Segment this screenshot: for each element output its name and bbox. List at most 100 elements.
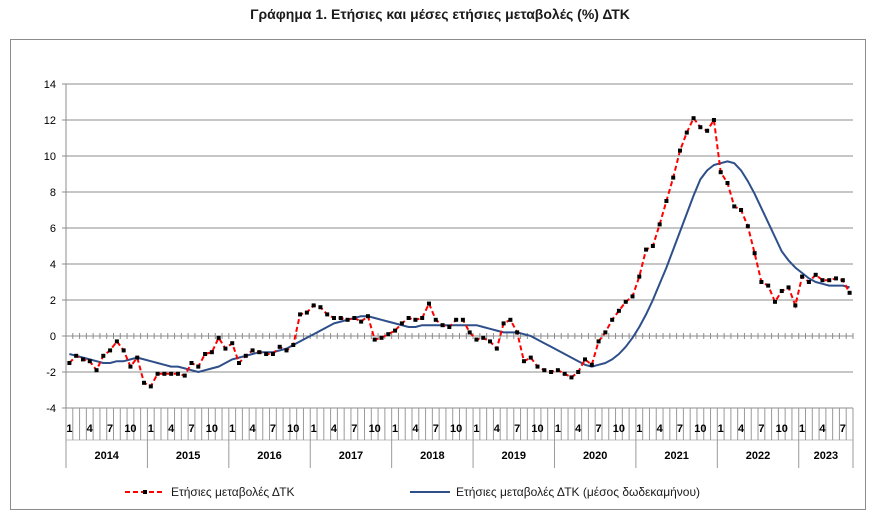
data-point-annual [304,310,309,315]
data-point-annual [657,222,662,227]
data-point-annual [359,319,364,324]
data-point-annual [386,332,391,337]
year-label: 2015 [176,450,200,462]
data-point-annual [338,316,343,320]
x-tick-label: 10 [287,423,299,435]
data-point-annual [121,348,126,353]
data-point-annual [426,301,431,306]
data-point-annual [481,335,486,340]
x-tick-label: 4 [494,423,501,435]
data-point-annual [766,283,771,288]
data-point-annual [264,352,269,356]
data-point-annual [705,128,710,133]
data-point-annual [243,353,248,358]
year-label: 2014 [94,450,119,462]
data-point-annual [542,368,547,373]
data-point-annual [447,325,452,329]
data-point-annual [555,368,560,373]
year-label: 2018 [420,450,444,462]
data-point-annual [277,344,282,349]
x-tick-label: 10 [369,423,381,435]
data-point-annual [189,361,194,365]
x-tick-label: 10 [694,423,706,435]
data-point-annual [691,116,696,121]
year-label: 2021 [664,450,688,462]
data-point-annual [257,350,262,355]
data-point-annual [759,280,764,284]
data-point-annual [128,364,133,369]
data-point-annual [74,353,79,358]
x-axis-categories: 1 4 7 10 1 4 7 10 1 4 7 10 1 4 7 10 1 4 7 10 1 4 7 10 1 4 7 10 1 4 7 10… [65,408,854,468]
data-point-annual [576,370,581,374]
data-point-annual [698,125,703,130]
data-point-annual [80,357,85,362]
y-tick-label: 14 [44,79,56,91]
y-tick-label: 12 [44,115,56,127]
data-point-annual [711,118,716,122]
data-point-annual [413,317,418,322]
series-layer [67,116,852,389]
data-point-annual [549,370,554,374]
data-point-annual [718,170,723,175]
data-point-annual [840,278,845,283]
data-point-annual [372,337,377,342]
y-axis-ticks: -4 -2 0 2 4 6 8 10 12 14 [44,79,66,415]
data-point-annual [196,364,201,369]
chart-frame [10,39,866,510]
data-point-annual [610,317,615,322]
data-point-annual [535,364,540,369]
x-tick-label: 1 [392,423,398,435]
data-point-annual [528,355,533,360]
data-point-annual [155,371,160,376]
data-point-annual [786,285,791,290]
data-point-annual [182,373,187,378]
x-tick-label: 1 [311,423,317,435]
gridlines [66,83,853,409]
x-tick-label: 1 [799,423,805,435]
y-tick-label: 6 [50,223,56,235]
x-tick-label: 1 [636,423,642,435]
data-point-annual [230,341,235,346]
data-point-annual [454,317,459,322]
legend: Ετήσιες μεταβολές ΔΤΚ Ετήσιες μεταβολές … [125,485,700,499]
chart-title: Γράφημα 1. Ετήσιες και μέσες ετήσιες μετ… [250,6,630,22]
data-point-annual [365,314,370,319]
data-point-annual [67,361,72,365]
x-tick-label: 4 [819,423,826,435]
series-line-average [69,160,850,373]
data-point-annual [488,339,493,344]
series-line-annual [68,116,851,388]
x-tick-label: 1 [555,423,561,435]
data-point-annual [521,359,526,364]
year-label: 2022 [746,450,770,462]
data-point-annual [114,339,119,344]
data-point-annual [793,303,798,308]
data-point-annual [772,299,777,304]
x-tick-label: 1 [718,423,724,435]
data-point-annual [345,317,350,322]
data-point-annual [270,352,275,356]
legend-label-average: Ετήσιες μεταβολές ΔΤΚ (μέσος δωδεκαμήνου… [456,485,700,499]
data-point-annual [223,346,228,351]
y-tick-label: 2 [50,295,56,307]
data-point-annual [650,244,655,248]
x-tick-label: 1 [66,423,72,435]
y-tick-label: 0 [50,331,56,343]
data-point-annual [501,321,506,326]
data-point-annual [664,199,669,203]
data-point-annual [725,181,730,185]
data-point-annual [135,355,140,360]
y-tick-label: 10 [44,151,56,163]
x-tick-label: 4 [738,423,745,435]
data-point-annual [433,317,438,322]
data-point-annual [583,357,588,362]
x-tick-label: 7 [840,423,846,435]
year-label: 2023 [814,450,838,462]
data-point-annual [834,276,839,281]
axes [65,84,854,408]
data-point-annual [237,361,242,365]
data-point-annual [216,335,221,340]
legend-marker-annual [143,490,147,494]
x-tick-label: 7 [758,423,764,435]
